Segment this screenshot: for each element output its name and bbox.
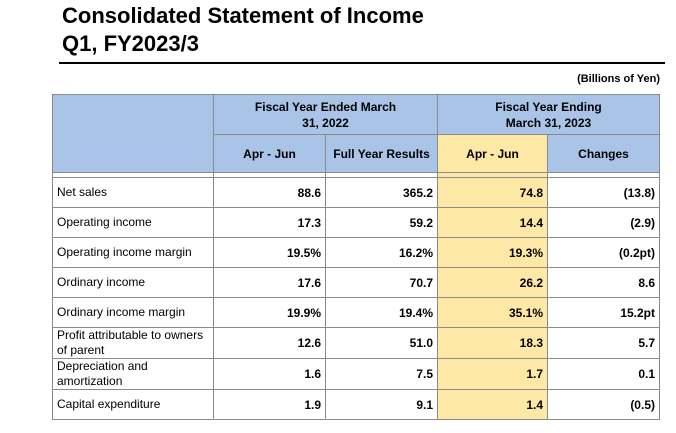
unit-label: (Billions of Yen) [577,73,660,85]
row-value: 16.2% [325,237,438,268]
row-label: Ordinary income [52,267,214,298]
row-value: 19.3% [437,237,548,268]
header-col-apr-jun-2022: Apr - Jun [213,134,326,173]
table-row: Ordinary income margin 19.9% 19.4% 35.1% 15.… [52,297,660,328]
title-rule [59,62,665,64]
table-row: Operating income 17.3 59.2 14.4 (2.9) [52,207,660,238]
title-line-1: Consolidated Statement of Income [62,3,424,28]
row-label: Profit attributable to owners of parent [52,327,214,359]
row-value: (0.5) [547,389,660,420]
row-value: 7.5 [325,358,438,390]
row-value: 1.6 [213,358,326,390]
table-row: Net sales 88.6 365.2 74.8 (13.8) [52,177,660,208]
row-label: Operating income [52,207,214,238]
row-value: 1.9 [213,389,326,420]
header-row-years: Fiscal Year Ended March 31, 2022 Fiscal … [52,94,660,173]
row-value: 9.1 [325,389,438,420]
header-col-apr-jun-2023: Apr - Jun [437,134,548,173]
row-value: 35.1% [437,297,548,328]
table-row: Capital expenditure 1.9 9.1 1.4 (0.5) [52,389,660,420]
row-value: 15.2pt [547,297,660,328]
table-row: Ordinary income 17.6 70.7 26.2 8.6 [52,267,660,298]
page-title: Consolidated Statement of Income Q1, FY2… [62,2,424,58]
row-value: 14.4 [437,207,548,238]
row-value: 74.8 [437,177,548,208]
row-value: 5.7 [547,327,660,359]
row-label: Ordinary income margin [52,297,214,328]
row-value: 17.6 [213,267,326,298]
table-row: Depreciation and amortization 1.6 7.5 1.7 0.… [52,358,660,390]
row-value: (13.8) [547,177,660,208]
income-table: Fiscal Year Ended March 31, 2022 Fiscal … [52,94,660,420]
row-value: 19.4% [325,297,438,328]
row-label: Depreciation and amortization [52,358,214,390]
title-line-2: Q1, FY2023/3 [62,31,199,56]
row-value: 19.9% [213,297,326,328]
row-value: 26.2 [437,267,548,298]
row-value: 19.5% [213,237,326,268]
table-row: Profit attributable to owners of parent 1… [52,327,660,359]
row-value: (0.2pt) [547,237,660,268]
row-value: 1.4 [437,389,548,420]
row-label: Capital expenditure [52,389,214,420]
row-value: (2.9) [547,207,660,238]
row-value: 365.2 [325,177,438,208]
header-col-full-year: Full Year Results [325,134,438,173]
header-col-changes: Changes [547,134,660,173]
row-value: 0.1 [547,358,660,390]
row-value: 70.7 [325,267,438,298]
header-fy2023: Fiscal Year Ending March 31, 2023 [437,94,660,135]
row-value: 1.7 [437,358,548,390]
row-value: 51.0 [325,327,438,359]
row-value: 8.6 [547,267,660,298]
header-fy2022: Fiscal Year Ended March 31, 2022 [213,94,438,135]
row-value: 17.3 [213,207,326,238]
row-value: 59.2 [325,207,438,238]
row-value: 88.6 [213,177,326,208]
row-value: 12.6 [213,327,326,359]
row-label: Operating income margin [52,237,214,268]
header-corner [52,94,214,173]
row-label: Net sales [52,177,214,208]
header-row-periods: Apr - Jun Full Year Results Apr - Jun Ch… [52,134,660,173]
row-value: 18.3 [437,327,548,359]
table-row: Operating income margin 19.5% 16.2% 19.3% (0… [52,237,660,268]
